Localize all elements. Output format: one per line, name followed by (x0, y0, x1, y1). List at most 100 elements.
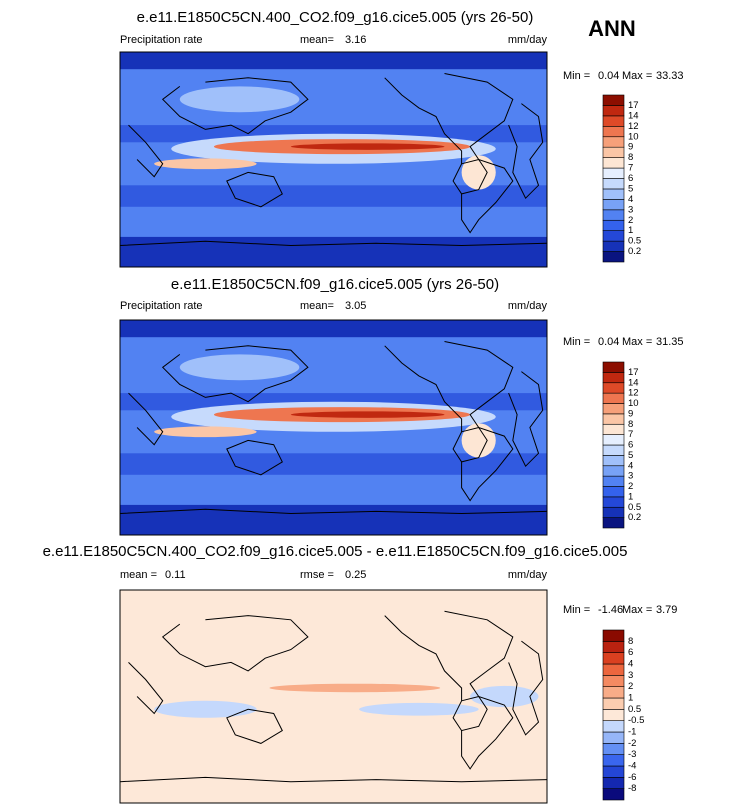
coastline (461, 426, 514, 502)
colorbar-box (602, 240, 625, 252)
colorbar-box (602, 788, 625, 801)
map-field (179, 86, 300, 113)
rmse-value: 0.25 (345, 569, 366, 581)
colorbar-label: 12 (628, 388, 639, 399)
coastline (508, 103, 544, 200)
map-field (269, 683, 441, 693)
map (119, 319, 548, 536)
max-value: 33.33 (656, 70, 684, 82)
map-field (470, 685, 539, 708)
colorbar-box (602, 506, 625, 518)
map-frame (119, 589, 548, 804)
map-field (154, 700, 257, 718)
map (119, 51, 548, 268)
colorbar-label: 0.2 (628, 512, 641, 523)
map-field (359, 702, 479, 716)
coastline (119, 508, 548, 515)
colorbar-box (602, 382, 625, 394)
season-label: ANN (588, 16, 636, 41)
coastline (119, 776, 548, 783)
rmse-label: rmse = (300, 569, 334, 581)
colorbar-box (602, 486, 625, 498)
colorbar-box (602, 157, 625, 169)
coastline (226, 171, 283, 208)
colorbar-box (602, 709, 625, 721)
max-label: Max = (622, 604, 652, 616)
coastline (508, 640, 544, 736)
coastline (461, 158, 514, 234)
colorbar-label: 3 (628, 204, 633, 215)
colorbar-label: 5 (628, 183, 633, 194)
units: mm/day (508, 300, 548, 312)
max-value: 3.79 (656, 604, 677, 616)
colorbar-box (602, 372, 625, 384)
colorbar-label: 14 (628, 110, 639, 121)
colorbar-box (602, 361, 625, 373)
map-field (290, 143, 445, 150)
colorbar-box (602, 230, 625, 242)
colorbar-box (602, 146, 625, 158)
colorbar-box (602, 444, 625, 456)
min-label: Min = (563, 70, 590, 82)
coastline (226, 439, 283, 476)
max-label: Max = (622, 70, 652, 82)
colorbar-box (602, 731, 625, 744)
colorbar-label: -2 (628, 738, 636, 749)
colorbar-box (602, 517, 625, 529)
colorbar-box (602, 777, 625, 789)
colorbar-label: -1 (628, 727, 636, 738)
colorbar-box (602, 126, 625, 138)
map-field (290, 411, 445, 418)
colorbar-label: 5 (628, 450, 633, 461)
colorbar-box (602, 720, 625, 733)
colorbar-box (602, 641, 625, 653)
colorbar-box (602, 686, 625, 699)
colorbar-box (602, 251, 625, 263)
colorbar-box (602, 209, 625, 221)
map-field (154, 158, 257, 170)
colorbar-box (602, 178, 625, 190)
colorbar-box (602, 629, 625, 642)
colorbar-label: 0.5 (628, 704, 641, 715)
colorbar-label: 12 (628, 121, 639, 132)
colorbar-label: 1 (628, 225, 633, 236)
colorbar-box (602, 652, 625, 665)
max-value: 31.35 (656, 336, 684, 348)
colorbar-label: 10 (628, 131, 639, 142)
colorbar-label: 1 (628, 693, 633, 704)
min-value: 0.04 (598, 336, 619, 348)
colorbar-label: 0.5 (628, 502, 641, 513)
colorbar-box (602, 423, 625, 435)
colorbar-box (602, 675, 625, 687)
colorbar-label: 7 (628, 163, 633, 174)
colorbar-box (602, 167, 625, 179)
colorbar-box (602, 115, 625, 127)
map-field (120, 236, 547, 267)
coastline (461, 695, 514, 770)
colorbar-box (602, 105, 625, 117)
colorbar-box (602, 765, 625, 778)
map-field (120, 504, 547, 535)
min-value: 0.04 (598, 70, 619, 82)
colorbar-label: 0.5 (628, 236, 641, 247)
mean-label: mean = (120, 569, 157, 581)
mean-value: 3.05 (345, 300, 366, 312)
colorbar-box (602, 434, 625, 446)
coastline (384, 610, 514, 732)
coastline (128, 662, 164, 715)
colorbar-label: 10 (628, 398, 639, 409)
colorbar-box (602, 136, 625, 148)
colorbar-label: 3 (628, 670, 633, 681)
colorbar-label: -0.5 (628, 715, 644, 726)
colorbar-box (602, 754, 625, 767)
colorbar-label: 1 (628, 491, 633, 502)
colorbar-label: 0.2 (628, 246, 641, 257)
colorbar-box (602, 475, 625, 487)
map-field (461, 423, 496, 458)
colorbar-label: 8 (628, 419, 633, 430)
coastline (161, 345, 309, 403)
colorbar-label: -3 (628, 749, 636, 760)
map (119, 589, 548, 804)
colorbar-box (602, 392, 625, 404)
